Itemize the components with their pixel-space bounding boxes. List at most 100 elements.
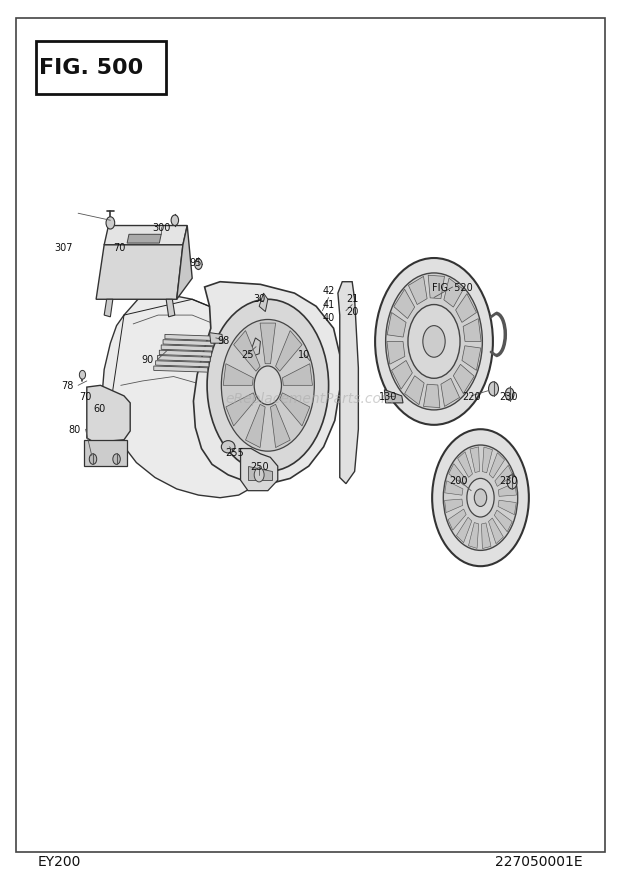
Circle shape bbox=[386, 274, 482, 410]
Polygon shape bbox=[96, 246, 183, 300]
Circle shape bbox=[207, 300, 329, 472]
Text: 70: 70 bbox=[79, 391, 92, 402]
Polygon shape bbox=[177, 226, 192, 300]
Text: 300: 300 bbox=[152, 223, 171, 233]
Polygon shape bbox=[159, 351, 211, 357]
Polygon shape bbox=[157, 356, 210, 362]
Circle shape bbox=[113, 454, 120, 465]
Polygon shape bbox=[166, 300, 175, 317]
Polygon shape bbox=[498, 501, 516, 515]
Circle shape bbox=[106, 217, 115, 230]
Polygon shape bbox=[84, 440, 127, 467]
Polygon shape bbox=[384, 390, 403, 403]
Polygon shape bbox=[270, 405, 290, 448]
Text: 70: 70 bbox=[113, 242, 125, 253]
Polygon shape bbox=[276, 332, 302, 372]
Polygon shape bbox=[456, 517, 472, 543]
Polygon shape bbox=[470, 447, 479, 473]
Polygon shape bbox=[453, 365, 474, 394]
Polygon shape bbox=[193, 282, 340, 484]
Polygon shape bbox=[449, 464, 467, 486]
Polygon shape bbox=[226, 394, 256, 426]
Text: 25: 25 bbox=[242, 349, 254, 360]
Polygon shape bbox=[495, 466, 513, 487]
Circle shape bbox=[408, 305, 460, 379]
Circle shape bbox=[432, 430, 529, 567]
Text: 30: 30 bbox=[253, 293, 265, 303]
Text: 21: 21 bbox=[346, 293, 358, 303]
Polygon shape bbox=[463, 319, 481, 342]
Text: 98: 98 bbox=[217, 335, 229, 346]
Polygon shape bbox=[409, 277, 427, 305]
Polygon shape bbox=[445, 481, 463, 496]
Text: 255: 255 bbox=[225, 447, 244, 458]
Text: EY200: EY200 bbox=[37, 854, 81, 868]
Polygon shape bbox=[102, 294, 285, 498]
Polygon shape bbox=[280, 394, 310, 426]
Polygon shape bbox=[387, 313, 406, 338]
Polygon shape bbox=[469, 523, 479, 549]
Polygon shape bbox=[423, 385, 440, 408]
Text: FIG. 500: FIG. 500 bbox=[39, 59, 143, 78]
Polygon shape bbox=[165, 335, 215, 341]
Text: 78: 78 bbox=[61, 381, 73, 391]
Circle shape bbox=[489, 382, 498, 396]
Polygon shape bbox=[154, 367, 208, 373]
Polygon shape bbox=[394, 290, 415, 319]
Circle shape bbox=[221, 320, 314, 452]
Polygon shape bbox=[234, 332, 260, 372]
Polygon shape bbox=[163, 340, 214, 346]
Polygon shape bbox=[405, 376, 424, 405]
Text: 130: 130 bbox=[379, 391, 397, 402]
Polygon shape bbox=[489, 518, 503, 544]
Polygon shape bbox=[387, 342, 405, 365]
Polygon shape bbox=[444, 279, 463, 308]
Polygon shape bbox=[161, 346, 213, 352]
Polygon shape bbox=[127, 235, 161, 244]
Circle shape bbox=[254, 468, 264, 482]
Text: 41: 41 bbox=[322, 299, 335, 310]
Polygon shape bbox=[462, 346, 481, 371]
Circle shape bbox=[89, 454, 97, 465]
Polygon shape bbox=[489, 453, 505, 479]
Polygon shape bbox=[282, 364, 312, 386]
Text: 80: 80 bbox=[68, 424, 81, 435]
Text: eReplacementParts.com: eReplacementParts.com bbox=[225, 392, 395, 406]
Polygon shape bbox=[458, 453, 472, 478]
Circle shape bbox=[254, 367, 281, 405]
Polygon shape bbox=[156, 361, 209, 367]
Circle shape bbox=[375, 259, 493, 425]
Polygon shape bbox=[251, 339, 260, 356]
Circle shape bbox=[423, 326, 445, 358]
Text: 10: 10 bbox=[298, 349, 310, 360]
Polygon shape bbox=[210, 333, 223, 344]
Polygon shape bbox=[223, 364, 254, 386]
Text: 60: 60 bbox=[93, 403, 105, 414]
Text: 40: 40 bbox=[322, 312, 335, 323]
Circle shape bbox=[505, 389, 514, 401]
Polygon shape bbox=[392, 361, 412, 389]
Polygon shape bbox=[482, 524, 491, 549]
Polygon shape bbox=[87, 386, 130, 443]
Polygon shape bbox=[338, 282, 358, 484]
Polygon shape bbox=[260, 324, 276, 364]
Polygon shape bbox=[248, 467, 272, 481]
Circle shape bbox=[443, 446, 518, 551]
Polygon shape bbox=[428, 276, 445, 299]
Polygon shape bbox=[445, 500, 463, 513]
Polygon shape bbox=[104, 226, 187, 246]
Circle shape bbox=[79, 371, 86, 380]
Text: 230: 230 bbox=[499, 475, 518, 486]
Text: 95: 95 bbox=[189, 258, 202, 268]
Circle shape bbox=[474, 489, 487, 507]
Ellipse shape bbox=[221, 441, 235, 453]
Text: 227050001E: 227050001E bbox=[495, 854, 583, 868]
Text: 307: 307 bbox=[55, 242, 73, 253]
Polygon shape bbox=[494, 510, 512, 532]
Polygon shape bbox=[246, 405, 265, 448]
Polygon shape bbox=[456, 295, 476, 323]
Text: 90: 90 bbox=[141, 354, 153, 365]
Polygon shape bbox=[259, 294, 268, 312]
Text: 220: 220 bbox=[462, 391, 480, 402]
Text: FIG. 520: FIG. 520 bbox=[432, 282, 473, 293]
